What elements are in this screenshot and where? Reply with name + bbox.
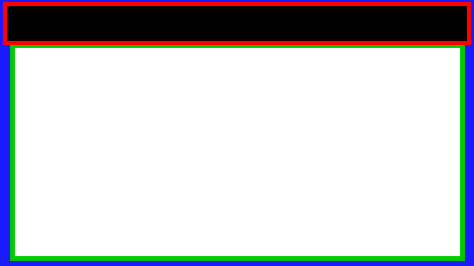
Text: OH: OH [332,95,351,108]
Text: $\mathrm{pI = \dfrac{8.95 + 10.79}{2} = \dfrac{19.74}{2} = 9.87}$: $\mathrm{pI = \dfrac{8.95 + 10.79}{2} = … [65,200,279,226]
FancyBboxPatch shape [355,56,440,80]
Text: $\mathrm{pK_a}$ = 10.79: $\mathrm{pK_a}$ = 10.79 [56,126,120,140]
Text: C: C [277,95,285,108]
Text: $\mathrm{pK_a}$ = 2.18: $\mathrm{pK_a}$ = 2.18 [369,61,427,75]
Text: $\mathrm{H_3\overset{+}{N}CH_2CH_2CH_2CH_2CH}$: $\mathrm{H_3\overset{+}{N}CH_2CH_2CH_2CH… [146,90,278,114]
Text: $\mathrm{^{+}NH_3}$: $\mathrm{^{+}NH_3}$ [223,131,255,148]
FancyBboxPatch shape [42,121,135,145]
Text: lysine: lysine [171,156,213,169]
Text: Isoelectric Point (pI) of amino acid: Isoelectric Point (pI) of amino acid [28,7,446,27]
FancyBboxPatch shape [336,133,421,157]
Text: O: O [276,48,286,61]
Text: $\mathrm{pK_a}$ = 8.95: $\mathrm{pK_a}$ = 8.95 [350,138,408,152]
